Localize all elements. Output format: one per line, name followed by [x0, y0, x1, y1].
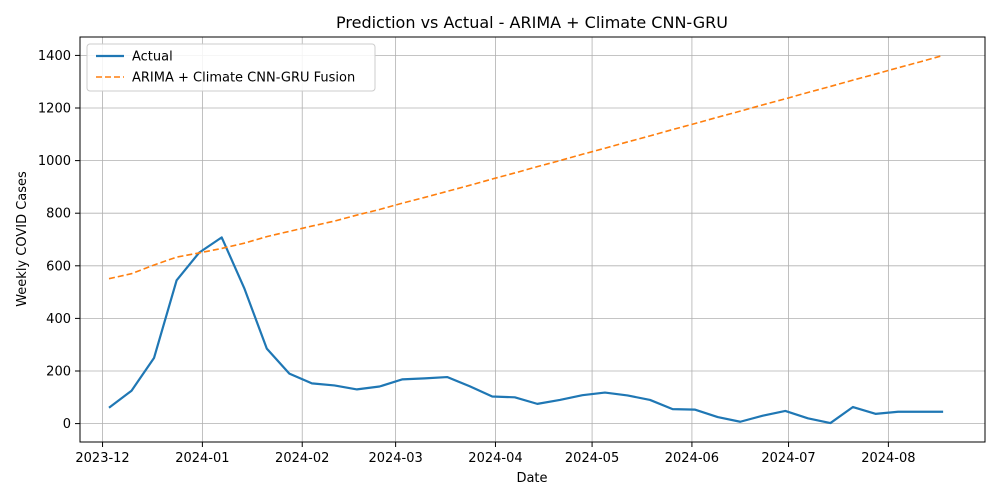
x-tick-label: 2024-06 [665, 451, 719, 466]
x-tick-label: 2023-12 [75, 451, 129, 466]
legend-box [86, 43, 376, 92]
x-tick-label: 2024-02 [275, 451, 329, 466]
y-tick-label: 800 [46, 207, 71, 222]
x-tick-label: 2024-08 [861, 451, 915, 466]
y-axis-title: Weekly COVID Cases [15, 171, 30, 307]
series-line-actual [108, 236, 944, 425]
chart-title: Prediction vs Actual - ARIMA + Climate C… [336, 13, 728, 32]
x-tick-label: 2024-04 [468, 451, 522, 466]
x-tick-label: 2024-07 [761, 451, 815, 466]
legend-label: Actual [132, 50, 173, 65]
legend: Actual ARIMA + Climate CNN-GRU Fusion [86, 43, 376, 92]
y-tick-label: 1000 [38, 154, 71, 169]
y-tick-label: 600 [46, 259, 71, 274]
x-axis-title: Date [516, 471, 547, 486]
axis-ticks: 2023-12 2024-01 2024-02 2024-03 2024-04 2024-… [38, 49, 916, 466]
plot-area-frame [79, 36, 986, 443]
y-tick-label: 1400 [38, 49, 71, 64]
y-tick-label: 200 [46, 364, 71, 379]
x-tick-label: 2024-05 [565, 451, 619, 466]
series-lines [108, 54, 944, 425]
series-line-prediction [108, 54, 944, 280]
y-tick-label: 0 [63, 417, 71, 432]
legend-label: ARIMA + Climate CNN-GRU Fusion [132, 71, 355, 86]
x-tick-label: 2024-03 [368, 451, 422, 466]
y-tick-label: 1200 [38, 102, 71, 117]
y-tick-label: 400 [46, 312, 71, 327]
grid [80, 37, 985, 442]
x-tick-label: 2024-01 [175, 451, 229, 466]
